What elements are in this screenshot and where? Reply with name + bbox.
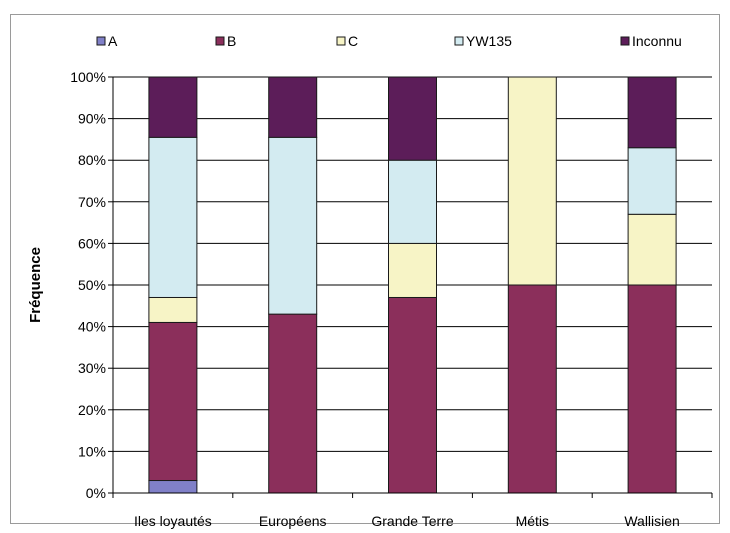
- y-tick-label: 50%: [78, 277, 106, 293]
- y-tick-label: 40%: [78, 319, 106, 335]
- y-tick-label: 20%: [78, 402, 106, 418]
- x-tick-label: Européens: [259, 513, 327, 529]
- bar-segment-inconnu: [388, 76, 437, 161]
- legend-item-b: B: [215, 33, 236, 49]
- legend-swatch: [620, 36, 630, 46]
- legend-item-a: A: [96, 33, 118, 49]
- y-tick-label: 30%: [78, 360, 106, 376]
- bar-segment-yw135: [627, 147, 677, 215]
- bar-segment-yw135: [388, 159, 437, 244]
- bar-segment-b: [268, 313, 318, 494]
- y-tick-label: 90%: [78, 111, 106, 127]
- bar-segment-inconnu: [627, 76, 677, 149]
- legend: A B C YW135 Inconnu: [96, 33, 682, 49]
- legend-label: B: [227, 33, 236, 49]
- legend-label: Inconnu: [632, 33, 682, 49]
- bar-segment-b: [507, 284, 557, 494]
- bar-segment-yw135: [268, 136, 318, 315]
- x-tick-label: Métis: [516, 513, 549, 529]
- bar-segment-yw135: [148, 136, 198, 298]
- legend-label: C: [348, 33, 358, 49]
- y-tick-label: 70%: [78, 194, 106, 210]
- bar-segment-b: [627, 284, 677, 494]
- legend-item-yw135: YW135: [454, 33, 512, 49]
- legend-label: A: [108, 33, 118, 49]
- y-axis-ticks: 0% 10% 20% 30% 40% 50% 60% 70% 80% 90% 100%: [70, 69, 113, 501]
- bar-segment-c: [388, 242, 437, 298]
- x-tick-label: Wallisien: [624, 513, 680, 529]
- y-tick-label: 10%: [78, 443, 106, 459]
- legend-item-inconnu: Inconnu: [620, 33, 682, 49]
- x-axis-ticks: Iles loyautés Européens Grande Terre Métis W…: [112, 493, 713, 529]
- y-tick-label: 80%: [78, 152, 106, 168]
- legend-swatch: [96, 36, 106, 46]
- bar-segment-inconnu: [148, 76, 198, 138]
- bar-segment-a: [148, 480, 198, 494]
- bar-segment-c: [627, 213, 677, 286]
- legend-swatch: [215, 36, 225, 46]
- x-tick-label: Grande Terre: [371, 513, 453, 529]
- legend-label: YW135: [466, 33, 512, 49]
- bar-segment-inconnu: [268, 76, 318, 138]
- bar-segment-c: [148, 296, 198, 323]
- y-axis-label: Fréquence: [27, 247, 44, 323]
- bars: [148, 76, 677, 494]
- legend-swatch: [336, 36, 346, 46]
- bar-segment-c: [507, 76, 557, 286]
- y-tick-label: 60%: [78, 235, 106, 251]
- legend-swatch: [454, 36, 464, 46]
- chart-frame: [10, 14, 720, 524]
- y-tick-label: 100%: [70, 69, 106, 85]
- axes: [112, 77, 712, 494]
- x-tick-label: Iles loyautés: [134, 513, 212, 529]
- bar-segment-b: [148, 321, 198, 482]
- legend-item-c: C: [336, 33, 358, 49]
- bar-segment-b: [388, 296, 437, 494]
- y-tick-label: 0%: [86, 485, 106, 501]
